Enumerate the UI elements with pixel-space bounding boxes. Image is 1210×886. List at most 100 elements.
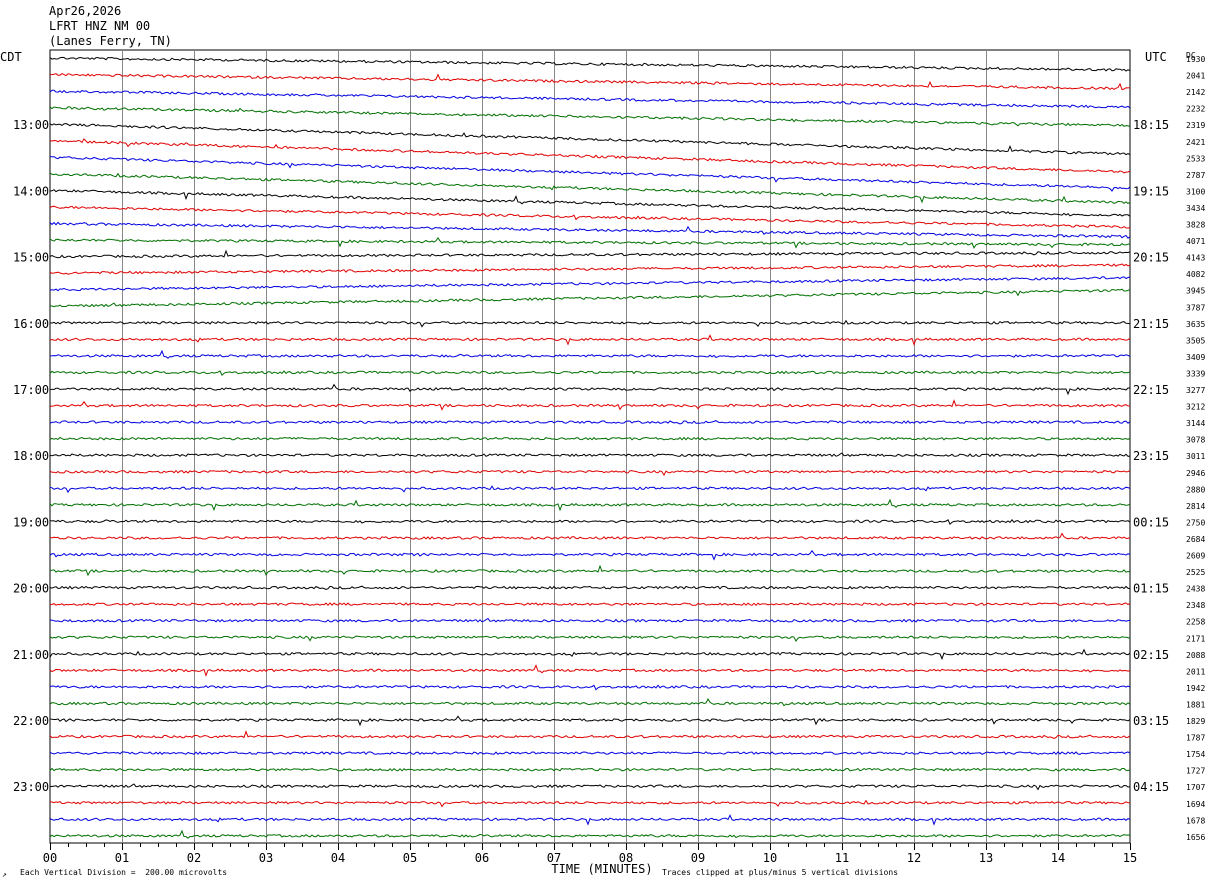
trace-row-25 — [49, 452, 1131, 458]
trace-row-14 — [49, 263, 1131, 275]
footer-vertical-division: Each Vertical Division = 200.00 microvol… — [20, 868, 228, 877]
left-hour-label: 19:00 — [13, 515, 49, 529]
trace-row-23 — [49, 420, 1131, 425]
dc-value: 2088 — [1186, 651, 1205, 660]
trace-row-46 — [49, 799, 1131, 808]
right-hour-label: 02:15 — [1133, 648, 1169, 662]
left-timezone-label: CDT — [0, 50, 22, 64]
dc-value: 2348 — [1186, 601, 1205, 610]
x-tick-label: 12 — [907, 851, 921, 865]
dc-value: 3828 — [1186, 221, 1205, 230]
left-hour-label: 23:00 — [13, 780, 49, 794]
dc-value: 2533 — [1186, 154, 1205, 163]
left-hour-label: 13:00 — [13, 118, 49, 132]
dc-value: 1678 — [1186, 816, 1205, 825]
dc-value: 2258 — [1186, 618, 1205, 627]
dc-value: 2787 — [1186, 171, 1205, 180]
trace-row-35 — [50, 617, 1131, 623]
dc-value: 3277 — [1186, 386, 1205, 395]
dc-value: 1829 — [1186, 717, 1205, 726]
x-tick-label: 13 — [979, 851, 993, 865]
x-tick-label: 09 — [691, 851, 705, 865]
dc-value: 3144 — [1186, 419, 1205, 428]
header-location: (Lanes Ferry, TN) — [49, 34, 172, 48]
left-hour-label: 17:00 — [13, 383, 49, 397]
trace-row-45 — [49, 783, 1131, 791]
x-tick-label: 00 — [43, 851, 57, 865]
x-tick-label: 15 — [1123, 851, 1137, 865]
dc-value: 3409 — [1186, 353, 1205, 362]
trace-row-29 — [49, 518, 1131, 526]
trace-row-9 — [49, 189, 1131, 217]
trace-row-8 — [49, 172, 1131, 205]
trace-row-42 — [49, 730, 1131, 739]
dc-value: 3434 — [1186, 204, 1205, 213]
right-hour-label: 01:15 — [1133, 582, 1169, 596]
trace-row-32 — [49, 564, 1131, 577]
trace-row-22 — [49, 399, 1130, 411]
dc-value: 3635 — [1186, 320, 1205, 329]
right-hour-label: 04:15 — [1133, 780, 1169, 794]
x-tick-label: 06 — [475, 851, 489, 865]
trace-row-27 — [49, 485, 1131, 494]
trace-row-37 — [49, 648, 1131, 661]
trace-row-38 — [49, 664, 1131, 677]
dc-value: 1727 — [1186, 767, 1205, 776]
dc-value: 2142 — [1186, 88, 1205, 97]
dc-value: 2438 — [1186, 585, 1205, 594]
dc-value: 1707 — [1186, 783, 1205, 792]
trace-row-34 — [49, 602, 1131, 607]
x-tick-label: 02 — [187, 851, 201, 865]
trace-row-15 — [49, 276, 1131, 292]
x-tick-label: 03 — [259, 851, 273, 865]
left-hour-label: 15:00 — [13, 251, 49, 265]
dc-value: 2171 — [1186, 634, 1205, 643]
trace-row-7 — [49, 155, 1131, 192]
footer-clip-note: Traces clipped at plus/minus 5 vertical … — [662, 868, 899, 877]
dc-value: 3078 — [1186, 436, 1205, 445]
trace-row-47 — [49, 814, 1131, 826]
trace-row-2 — [50, 73, 1131, 91]
dc-value: 3945 — [1186, 287, 1205, 296]
right-hour-label: 19:15 — [1133, 184, 1169, 198]
x-tick-label: 10 — [763, 851, 777, 865]
right-timezone-label: UTC — [1145, 50, 1167, 64]
left-hour-label: 16:00 — [13, 317, 49, 331]
x-tick-label: 05 — [403, 851, 417, 865]
left-hour-label: 14:00 — [13, 184, 49, 198]
x-tick-label: 01 — [115, 851, 129, 865]
dc-value: 4082 — [1186, 270, 1205, 279]
trace-row-28 — [49, 498, 1131, 512]
right-hour-label: 22:15 — [1133, 383, 1169, 397]
trace-row-36 — [49, 635, 1131, 642]
trace-row-4 — [49, 106, 1131, 128]
dc-value: 2750 — [1186, 518, 1205, 527]
dc-value: 1930 — [1186, 55, 1205, 64]
trace-row-44 — [49, 767, 1131, 772]
trace-row-17 — [49, 319, 1131, 328]
right-hour-label: 21:15 — [1133, 317, 1169, 331]
dc-value: 2421 — [1186, 138, 1205, 147]
dc-value: 2319 — [1186, 121, 1205, 130]
dc-value: 2232 — [1186, 105, 1205, 114]
dc-value: 2684 — [1186, 535, 1205, 544]
x-axis-title: TIME (MINUTES) — [551, 862, 652, 876]
trace-row-33 — [49, 585, 1131, 591]
trace-row-43 — [49, 751, 1131, 756]
left-hour-label: 21:00 — [13, 648, 49, 662]
dc-value: 3787 — [1186, 303, 1205, 312]
dc-value: 3339 — [1186, 369, 1205, 378]
right-hour-label: 03:15 — [1133, 714, 1169, 728]
trace-row-16 — [49, 288, 1131, 308]
trace-row-13 — [49, 249, 1131, 259]
trace-row-5 — [49, 122, 1131, 156]
header-station: LFRT HNZ NM 00 — [49, 19, 151, 33]
dc-value: 3505 — [1186, 336, 1205, 345]
x-tick-label: 07 — [547, 851, 561, 865]
trace-row-39 — [49, 684, 1131, 691]
dc-value: 3011 — [1186, 452, 1205, 461]
left-hour-label: 20:00 — [13, 582, 49, 596]
dc-value: 1787 — [1186, 734, 1205, 743]
header-date: Apr26,2026 — [49, 4, 122, 18]
